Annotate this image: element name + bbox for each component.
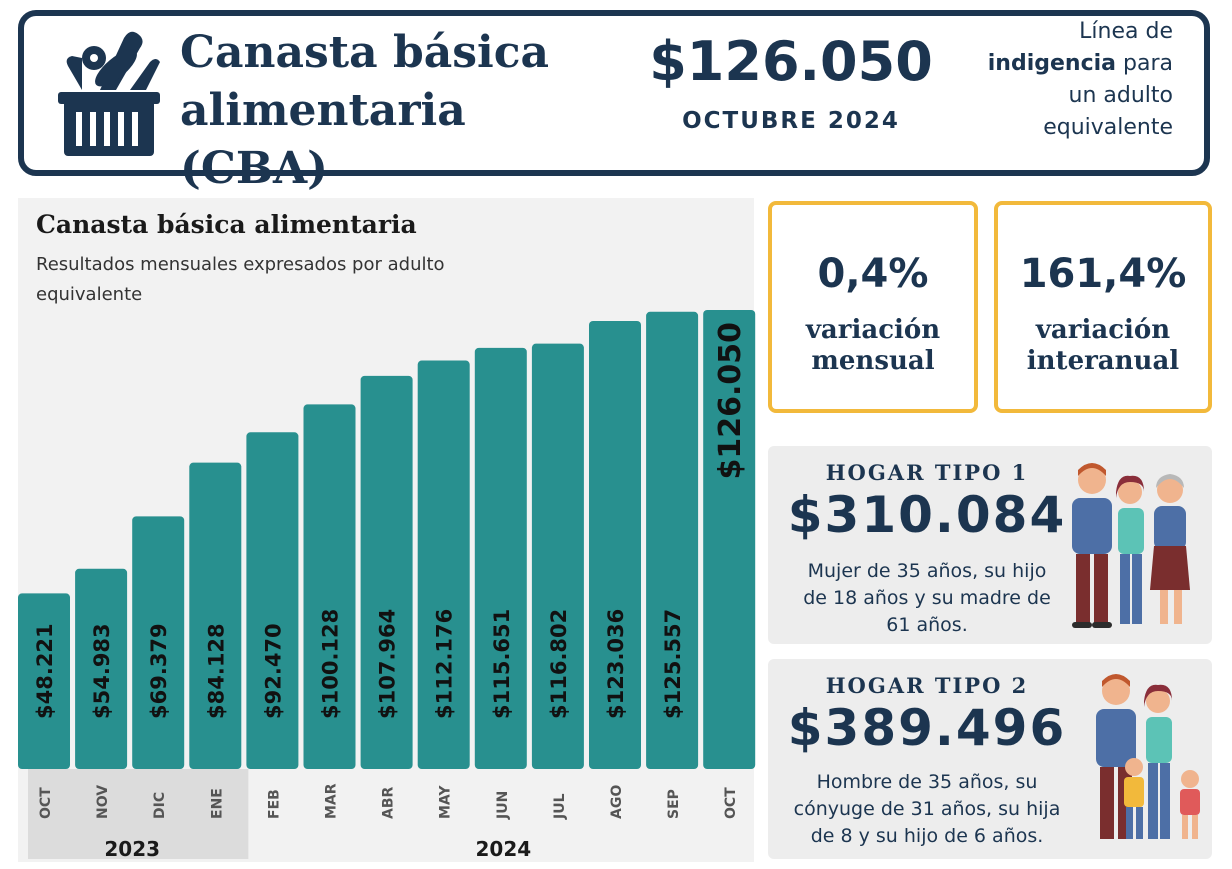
x-tick-label-1: NOV: [95, 785, 111, 819]
household-card-1: HOGAR TIPO 1 $310.084 Mujer de 35 años, …: [768, 446, 1212, 644]
monthly-label-line-1: variación: [805, 315, 941, 345]
x-tick-label-8: JUN: [495, 791, 511, 820]
x-tick-label-4: FEB: [266, 789, 282, 819]
x-tick-label-11: SEP: [666, 789, 682, 819]
bar-value-label-8: $115.651: [490, 609, 514, 719]
bar-value-label-2: $69.379: [147, 623, 171, 719]
monthly-variation-box: 0,4% variación mensual: [768, 201, 978, 413]
household-2-amount: $389.496: [787, 699, 1067, 757]
bar-jul-9: [531, 343, 584, 769]
bar-value-label-12: $126.050: [713, 322, 748, 480]
note-line-3: un adulto: [1068, 83, 1173, 108]
bar-value-label-7: $112.176: [433, 609, 457, 719]
header-amount: $126.050: [649, 30, 933, 93]
bar-feb-4: [246, 432, 299, 769]
family-1-illustration: [1072, 463, 1190, 628]
x-tick-label-7: MAY: [438, 785, 454, 819]
monthly-label-line-2: mensual: [811, 346, 935, 376]
household-2-desc-line-3: de 8 y su hijo de 6 años.: [810, 825, 1044, 847]
bar-chart: $48.221 OCT $54.983 NOV $69.379 DIC $84.128 ENE…: [18, 310, 756, 861]
bar-oct-0: [18, 593, 70, 769]
annual-variation-label: variación interanual: [998, 315, 1208, 377]
household-1-desc-line-3: 61 años.: [886, 614, 968, 636]
bar-value-label-5: $100.128: [319, 609, 343, 719]
bar-oct-12: [703, 310, 756, 769]
chart-subtitle: Resultados mensuales expresados por adul…: [36, 254, 445, 305]
x-tick-label-2: DIC: [152, 792, 168, 819]
x-tick-label-3: ENE: [209, 788, 225, 819]
header-banner: [18, 10, 1210, 176]
annual-variation-value: 161,4%: [1019, 251, 1187, 297]
food-basket-icon: [58, 31, 160, 156]
household-2-desc-line-2: cónyuge de 31 años, su hija: [793, 798, 1061, 820]
bar-value-label-6: $107.964: [376, 609, 400, 719]
monthly-variation-label: variación mensual: [772, 315, 974, 377]
household-card-2: HOGAR TIPO 2 $389.496 Hombre de 35 años,…: [768, 659, 1212, 859]
annual-label-line-2: interanual: [1026, 346, 1180, 376]
annual-label-line-1: variación: [1035, 315, 1171, 345]
annual-variation-box: 161,4% variación interanual: [994, 201, 1212, 413]
year-2023-band: [28, 769, 249, 859]
bar-ene-3: [189, 462, 242, 769]
bar-value-label-9: $116.802: [547, 609, 571, 719]
x-tick-label-6: ABR: [381, 786, 397, 819]
header-date: OCTUBRE 2024: [682, 108, 900, 134]
chart-title: Canasta básica alimentaria: [36, 210, 417, 239]
page-title: Canasta básica alimentaria (CBA): [180, 27, 550, 194]
household-2-title: HOGAR TIPO 2: [825, 673, 1029, 698]
household-1-title: HOGAR TIPO 1: [825, 460, 1029, 485]
bar-abr-6: [360, 375, 413, 769]
family-2-illustration: [1096, 674, 1200, 839]
x-tick-label-10: AGO: [609, 785, 625, 819]
x-tick-label-9: JUL: [552, 793, 568, 820]
year-label-2024: 2024: [476, 837, 532, 861]
household-1-description: Mujer de 35 años, su hijo de 18 años y s…: [768, 558, 1086, 639]
bar-value-label-1: $54.983: [90, 623, 114, 719]
x-tick-label-12: OCT: [723, 787, 739, 819]
bar-value-label-4: $92.470: [261, 623, 285, 719]
bar-dic-2: [132, 516, 185, 769]
bar-value-label-10: $123.036: [604, 609, 628, 719]
x-tick-label-0: OCT: [38, 787, 54, 819]
bar-nov-1: [75, 568, 128, 769]
bar-jun-8: [474, 347, 527, 769]
household-1-amount: $310.084: [787, 486, 1067, 544]
x-tick-label-5: MAR: [324, 783, 340, 819]
note-line-4: equivalente: [1043, 115, 1173, 140]
note-line-1: Línea de: [1079, 19, 1173, 44]
note-line-2: para: [1116, 51, 1173, 76]
year-label-2023: 2023: [104, 837, 160, 861]
bar-sep-11: [646, 311, 699, 769]
bar-value-label-11: $125.557: [661, 609, 685, 719]
household-2-description: Hombre de 35 años, su cónyuge de 31 años…: [768, 769, 1086, 850]
household-1-desc-line-1: Mujer de 35 años, su hijo: [807, 560, 1047, 582]
header-note: Línea de indigencia para un adulto equiv…: [958, 16, 1173, 144]
bar-value-label-0: $48.221: [33, 623, 57, 719]
household-2-desc-line-1: Hombre de 35 años, su: [816, 771, 1038, 793]
monthly-variation-value: 0,4%: [817, 251, 929, 297]
bar-may-7: [417, 360, 470, 769]
bar-value-label-3: $84.128: [204, 623, 228, 719]
bar-mar-5: [303, 404, 356, 769]
household-1-desc-line-2: de 18 años y su madre de: [803, 587, 1051, 609]
note-bold: indigencia: [987, 51, 1117, 76]
bar-ago-10: [589, 320, 641, 769]
